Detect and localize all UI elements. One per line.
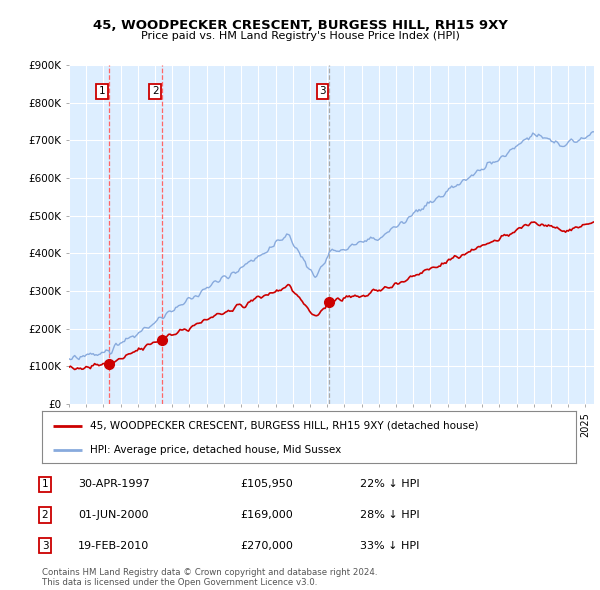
Text: 3: 3 [319,86,326,96]
Text: 2: 2 [152,86,159,96]
Text: Price paid vs. HM Land Registry's House Price Index (HPI): Price paid vs. HM Land Registry's House … [140,31,460,41]
Text: £169,000: £169,000 [240,510,293,520]
Text: £105,950: £105,950 [240,480,293,489]
Text: 45, WOODPECKER CRESCENT, BURGESS HILL, RH15 9XY: 45, WOODPECKER CRESCENT, BURGESS HILL, R… [92,19,508,32]
Text: 1: 1 [41,480,49,489]
Text: 01-JUN-2000: 01-JUN-2000 [78,510,149,520]
Text: 19-FEB-2010: 19-FEB-2010 [78,541,149,550]
Text: Contains HM Land Registry data © Crown copyright and database right 2024.: Contains HM Land Registry data © Crown c… [42,568,377,576]
Text: 3: 3 [41,541,49,550]
Text: £270,000: £270,000 [240,541,293,550]
Text: 33% ↓ HPI: 33% ↓ HPI [360,541,419,550]
Text: 28% ↓ HPI: 28% ↓ HPI [360,510,419,520]
Text: 1: 1 [99,86,106,96]
Text: 22% ↓ HPI: 22% ↓ HPI [360,480,419,489]
Text: This data is licensed under the Open Government Licence v3.0.: This data is licensed under the Open Gov… [42,578,317,587]
Text: 45, WOODPECKER CRESCENT, BURGESS HILL, RH15 9XY (detached house): 45, WOODPECKER CRESCENT, BURGESS HILL, R… [90,421,479,431]
Text: 30-APR-1997: 30-APR-1997 [78,480,150,489]
Text: 2: 2 [41,510,49,520]
Text: HPI: Average price, detached house, Mid Sussex: HPI: Average price, detached house, Mid … [90,445,341,455]
